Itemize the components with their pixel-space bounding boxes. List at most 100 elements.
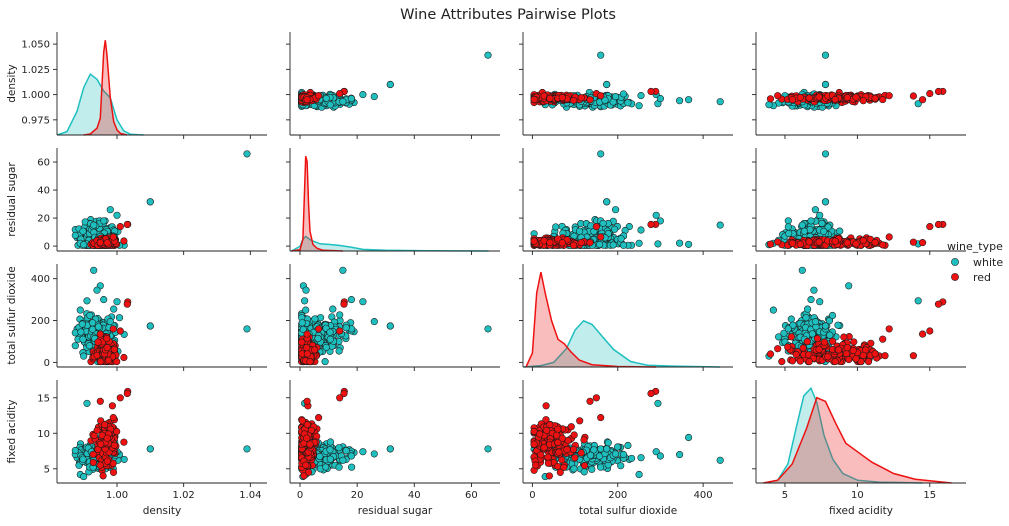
panel-total-sulfur-dioxide-vs-density: 0 200 400 — [31, 264, 267, 371]
point-white — [654, 399, 662, 407]
point-white — [322, 94, 330, 102]
point-red — [96, 461, 104, 469]
point-red — [934, 220, 943, 229]
point-red — [530, 440, 538, 448]
point-red — [113, 427, 121, 436]
y-tick-label: 5 — [44, 464, 50, 475]
point-red — [300, 472, 308, 480]
point-red — [831, 237, 839, 245]
point-red — [554, 425, 562, 433]
point-white — [802, 314, 810, 322]
point-white — [785, 229, 793, 238]
point-red — [96, 330, 104, 338]
x-axis-label-density: density — [143, 505, 182, 517]
point-red — [120, 353, 128, 362]
legend-title: wine_type — [947, 240, 1003, 253]
point-white — [77, 328, 85, 336]
point-red — [558, 434, 566, 442]
point-red — [563, 445, 571, 454]
point-white — [370, 450, 378, 458]
x-tick-label: 1.02 — [173, 490, 195, 501]
point-white — [716, 98, 724, 106]
point-white — [601, 96, 609, 104]
x-tick-label: 40 — [408, 490, 421, 501]
point-white — [914, 100, 922, 108]
point-red — [879, 335, 887, 343]
point-red — [852, 240, 860, 248]
point-red — [116, 327, 124, 335]
point-red — [909, 92, 917, 100]
point-white — [597, 51, 605, 59]
y-tick-label: 400 — [31, 274, 50, 285]
point-red — [871, 350, 879, 358]
point-red — [852, 355, 860, 363]
point-red — [303, 397, 311, 405]
point-white — [619, 450, 628, 459]
kde-line-red-density — [83, 40, 128, 136]
point-red — [97, 440, 105, 448]
point-white — [656, 452, 664, 460]
x-tick-label: 60 — [465, 490, 478, 501]
point-white — [80, 241, 88, 249]
point-red — [859, 97, 867, 105]
point-red — [303, 350, 311, 358]
panel-fixed-acidity-vs-fixed-acidity: 5 10 15 — [752, 380, 966, 501]
point-white — [676, 97, 684, 105]
point-white — [484, 445, 492, 453]
point-red — [103, 457, 111, 465]
point-red — [592, 394, 600, 402]
point-white — [597, 463, 605, 471]
point-red — [109, 468, 118, 476]
point-white — [784, 223, 792, 231]
point-red — [306, 358, 314, 366]
point-white — [326, 101, 334, 109]
point-white — [342, 324, 350, 332]
point-red — [597, 92, 605, 100]
point-red — [879, 241, 887, 249]
point-red — [303, 421, 311, 429]
point-red — [774, 345, 782, 353]
point-white — [359, 448, 367, 456]
point-white — [787, 315, 795, 323]
point-red — [864, 358, 873, 366]
point-white — [769, 306, 777, 314]
point-red — [576, 417, 584, 425]
x-tick-label: 10 — [851, 490, 864, 501]
x-tick-label: 1.04 — [239, 490, 261, 501]
point-red — [820, 338, 828, 346]
point-white — [784, 325, 792, 333]
y-tick-label: 0 — [44, 358, 50, 369]
point-white — [676, 451, 684, 459]
point-white — [818, 219, 826, 227]
point-red — [845, 355, 853, 364]
point-red — [96, 239, 104, 247]
point-white — [110, 305, 118, 313]
point-white — [321, 358, 329, 366]
point-red — [885, 92, 893, 100]
point-red — [537, 451, 545, 459]
point-white — [836, 227, 844, 235]
x-tick-label: 20 — [351, 490, 364, 501]
point-white — [326, 335, 334, 343]
point-red — [109, 233, 117, 241]
point-red — [805, 238, 813, 246]
point-red — [909, 352, 917, 360]
panel-total-sulfur-dioxide-vs-residual-sugar — [286, 264, 500, 371]
point-white — [146, 445, 154, 453]
point-white — [78, 320, 86, 328]
point-red — [813, 334, 821, 343]
point-white — [339, 266, 347, 274]
point-red — [530, 95, 538, 104]
point-red — [558, 239, 566, 247]
point-red — [546, 238, 554, 247]
point-red — [96, 397, 104, 405]
x-tick-label: 200 — [608, 490, 627, 501]
y-tick-label: 20 — [37, 214, 50, 225]
point-white — [113, 211, 121, 219]
point-white — [685, 96, 693, 104]
point-red — [567, 423, 575, 431]
point-red — [586, 397, 594, 405]
point-white — [685, 433, 693, 442]
point-red — [103, 334, 111, 343]
point-red — [120, 438, 128, 446]
